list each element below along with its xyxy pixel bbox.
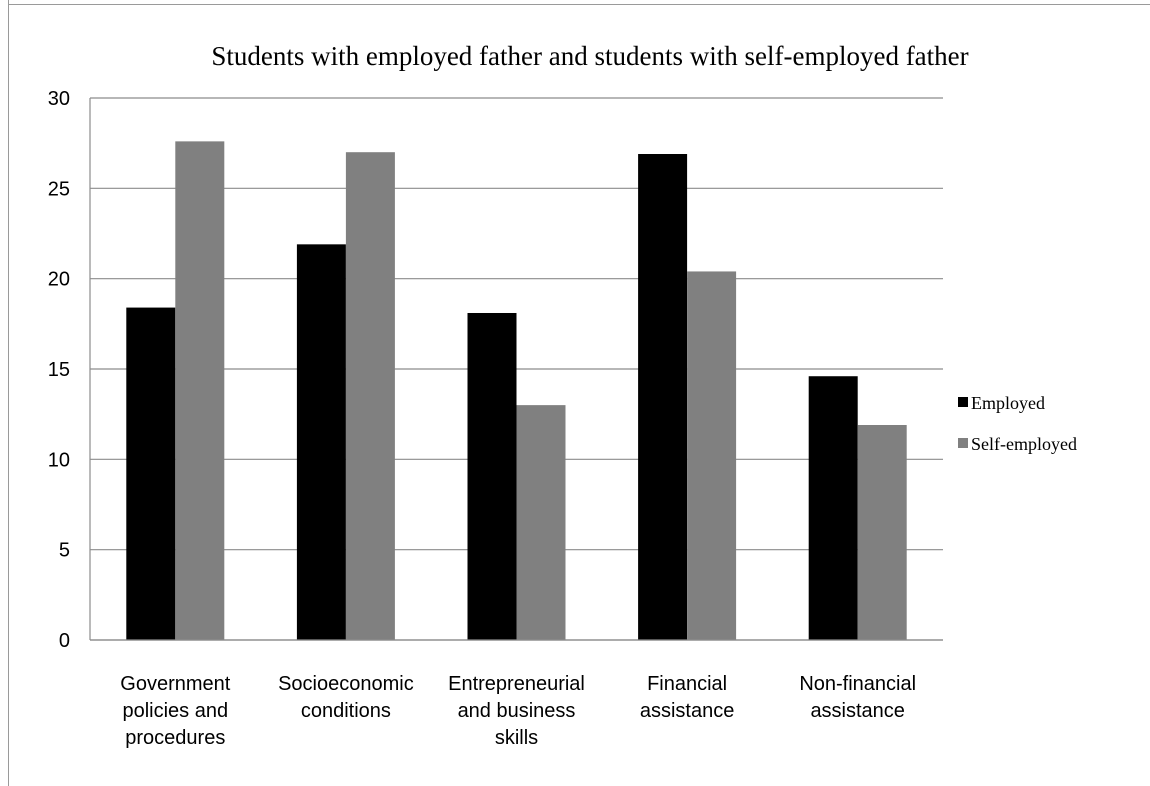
y-tick-label: 20 bbox=[48, 269, 70, 291]
bars bbox=[126, 141, 907, 641]
x-category-label: Socioeconomic conditions bbox=[278, 673, 414, 722]
y-axis: 0 5 10 15 20 25 30 bbox=[48, 88, 91, 652]
legend-swatch bbox=[958, 438, 968, 448]
bar-self-employed bbox=[345, 152, 395, 640]
y-tick-label: 0 bbox=[59, 630, 70, 652]
x-category-label: Government policies and procedures bbox=[120, 673, 230, 749]
y-tick-label: 5 bbox=[59, 540, 70, 562]
x-category-label: Entrepreneurial and business skills bbox=[448, 673, 585, 749]
bar-self-employed bbox=[687, 271, 737, 640]
legend-label: Employed bbox=[971, 393, 1045, 413]
x-category-label: Financial assistance bbox=[640, 673, 735, 722]
legend: Employed Self-employed bbox=[958, 393, 1077, 454]
legend-label: Self-employed bbox=[971, 434, 1077, 454]
bar-employed bbox=[126, 307, 176, 640]
x-category-label: Non-financial assistance bbox=[799, 673, 916, 722]
bar-employed bbox=[808, 376, 858, 640]
y-tick-label: 25 bbox=[48, 178, 70, 200]
frame-left-border bbox=[8, 0, 9, 786]
x-axis: Government policies and procedures Socioeco… bbox=[90, 639, 943, 749]
y-tick-label: 10 bbox=[48, 449, 70, 471]
chart-title: Students with employed father and studen… bbox=[211, 41, 968, 71]
y-tick-label: 15 bbox=[48, 359, 70, 381]
bar-employed bbox=[638, 154, 688, 641]
y-tick-label: 30 bbox=[48, 88, 70, 110]
bar-self-employed bbox=[516, 405, 566, 640]
bar-employed bbox=[467, 312, 517, 640]
bar-employed bbox=[296, 244, 346, 640]
legend-swatch bbox=[958, 397, 968, 407]
frame-top-border bbox=[8, 4, 1150, 5]
bar-self-employed bbox=[857, 425, 907, 640]
bar-self-employed bbox=[175, 141, 225, 641]
